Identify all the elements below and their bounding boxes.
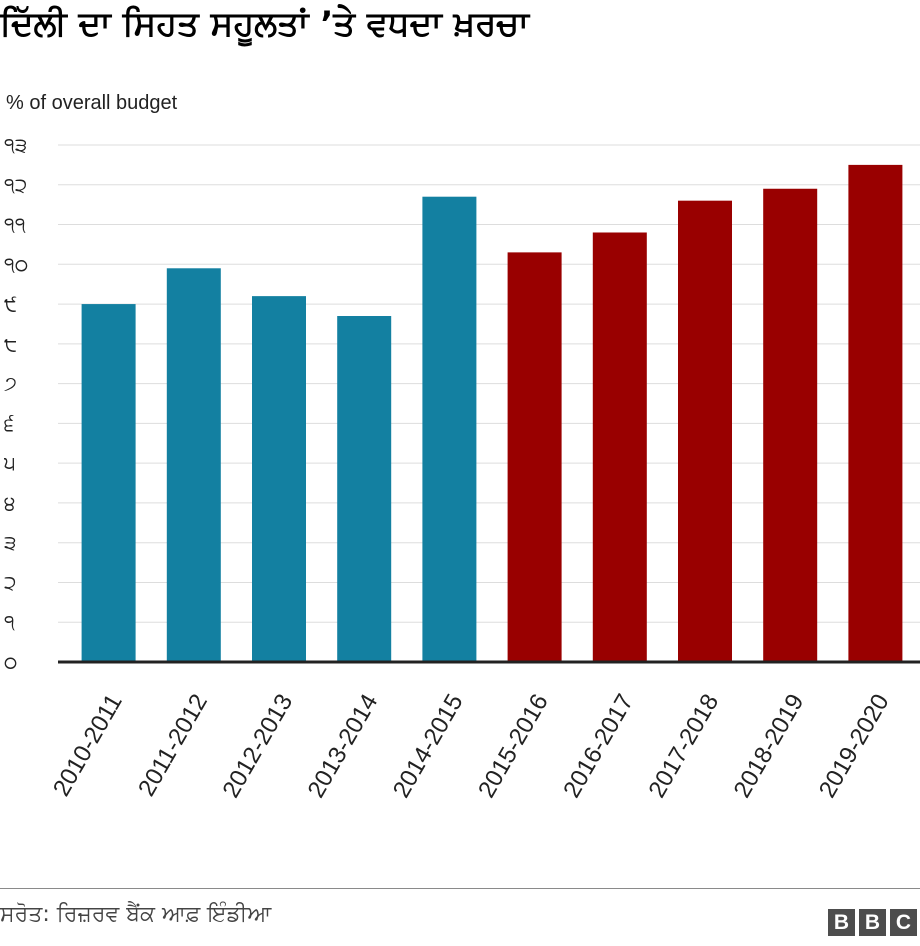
x-tick-label: 2016-2017 [558, 690, 639, 803]
y-tick-label: ੧੦ [4, 252, 28, 276]
bbc-logo: B B C [828, 909, 917, 936]
bbc-logo-letter: B [859, 909, 886, 936]
y-tick-label: ੯ [4, 292, 17, 316]
bar [848, 164, 903, 662]
y-tick-label: ੧੧ [4, 213, 26, 237]
bars [81, 164, 903, 662]
y-tick-label: ੨ [4, 570, 16, 594]
y-tick-label: ੧੨ [4, 173, 27, 197]
y-tick-label: ੧੩ [4, 133, 27, 157]
x-tick-label: 2012-2013 [217, 690, 298, 803]
x-tick-label: 2011-2012 [133, 690, 213, 801]
chart-title: ਦਿੱਲੀ ਦਾ ਸਿਹਤ ਸਹੂਲਤਾਂ ’ਤੇ ਵਧਦਾ ਖ਼ਰਚਾ [0, 4, 529, 44]
bar [422, 196, 477, 662]
y-tick-label: ੦ [4, 650, 17, 674]
bbc-logo-letter: C [890, 909, 917, 936]
y-tick-label: ੬ [4, 411, 14, 435]
bar [678, 200, 732, 662]
bar [81, 304, 136, 662]
source-note: ਸਰੋਤ: ਰਿਜ਼ਰਵ ਬੈਂਕ ਆਫ਼ ਇੰਡੀਆ [0, 902, 272, 927]
x-tick-label: 2017-2018 [643, 690, 724, 803]
x-tick-label: 2019-2020 [814, 690, 895, 803]
x-tick-label: 2010-2011 [48, 690, 128, 801]
x-tick-label: 2018-2019 [729, 690, 810, 803]
bar [166, 268, 221, 662]
bbc-logo-letter: B [828, 909, 855, 936]
bar [507, 252, 562, 662]
x-tick-labels: 2010-2011 2011-2012 2012-2013 2013-2014 2014… [48, 690, 895, 803]
bar [592, 232, 647, 662]
y-tick-label: ੫ [4, 451, 16, 475]
bar [337, 316, 392, 662]
footer-divider [0, 888, 920, 889]
x-tick-label: 2014-2015 [388, 690, 469, 803]
y-axis-label: % of overall budget [6, 92, 178, 114]
x-tick-label: 2013-2014 [303, 690, 384, 803]
x-tick-label: 2015-2016 [473, 690, 554, 803]
bar [252, 296, 306, 662]
y-tick-label: ੭ [4, 372, 17, 396]
y-tick-label: ੩ [4, 531, 16, 555]
bar [763, 188, 818, 662]
y-tick-label: ੮ [4, 332, 17, 356]
y-tick-label: ੪ [4, 491, 16, 515]
y-tick-label: ੧ [4, 610, 15, 634]
